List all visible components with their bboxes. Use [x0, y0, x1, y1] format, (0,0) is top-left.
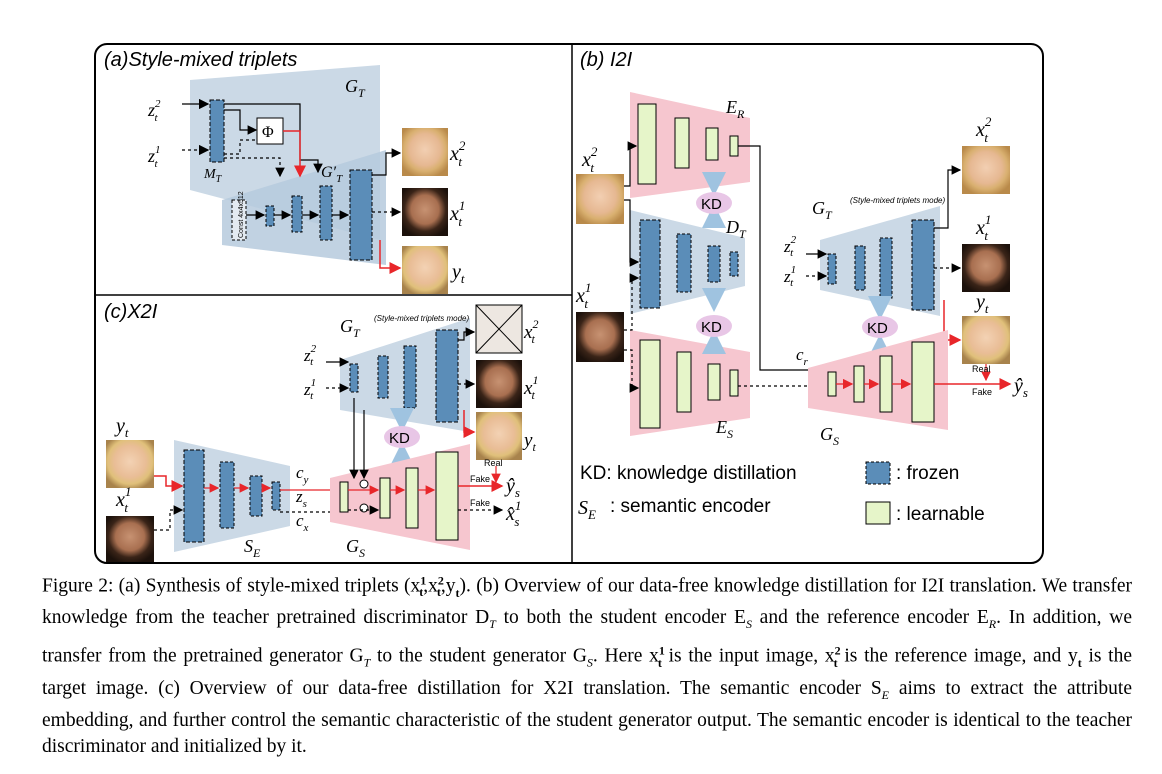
- x2-label-b2: x2 t: [975, 114, 992, 145]
- er-label: ER: [725, 97, 745, 121]
- figure-diagram: (a)Style-mixed triplets (b) I2I (c)X2I G…: [94, 43, 1044, 564]
- style-mixed-note-c: (Style-mixed triplets mode): [374, 314, 469, 323]
- mt-label: MT: [203, 167, 223, 185]
- x1-face-image-c: [476, 360, 522, 408]
- legend-se-text: : semantic encoder: [610, 496, 771, 517]
- x2-face-image-b: [576, 174, 624, 224]
- x2-label-b: x2 t: [581, 144, 598, 175]
- kd-bubble-c: [384, 426, 420, 448]
- legend-frozen-swatch: [865, 461, 891, 485]
- x1-face-image-b: [576, 312, 624, 362]
- ys-hat-label-b: ŷs: [1012, 375, 1028, 400]
- reference-encoder-bg: [630, 92, 750, 198]
- x2-face-image-a: [402, 128, 448, 176]
- legend-kd-text: KD: knowledge distillation: [580, 463, 797, 484]
- se-block-1: [183, 449, 205, 543]
- yt-face-image-a: [402, 246, 448, 294]
- panel-c: GT (Style-mixed triplets mode) z2 t z1 t x…: [106, 304, 538, 562]
- const-block: [231, 199, 247, 241]
- real-label-c: Real: [484, 458, 503, 468]
- yt-label-c: yt: [522, 430, 536, 454]
- legend-frozen-text: : frozen: [896, 463, 959, 484]
- const-label: Const 4x4x512: [238, 191, 245, 238]
- z2-label-b: z2 t: [783, 234, 797, 259]
- x1-label-a: x1 t: [449, 198, 465, 229]
- x1-label-b2: x1 t: [975, 212, 991, 243]
- mapping-network-block: [209, 99, 225, 163]
- dt-label: DT: [725, 217, 747, 241]
- gs-label-c: GS: [346, 536, 365, 560]
- es-block-1: [639, 339, 661, 429]
- fake-label-b: Fake: [972, 387, 992, 397]
- x1-label-c-input: x1 t: [115, 484, 131, 515]
- z1-label-c: z1 t: [303, 377, 316, 402]
- cr-label: cr: [796, 345, 809, 368]
- yt-label-a: yt: [450, 261, 465, 286]
- gs-output-block-c: [435, 451, 459, 541]
- panel-a: GT G′T z2 t z1 t MT Φ Const 4x4x512 x2 t x1…: [147, 65, 466, 294]
- x1-label-b: x1 t: [575, 280, 591, 311]
- kd-text-er: KD: [701, 196, 722, 213]
- panel-c-title: (c)X2I: [104, 301, 158, 323]
- panel-b-title: (b) I2I: [580, 49, 633, 71]
- z1-label-a: z1 t: [147, 144, 161, 170]
- x1-label-c: x1 t: [523, 373, 538, 402]
- phi-label: Φ: [262, 124, 274, 141]
- x2-label-a: x2 t: [449, 138, 466, 169]
- legend-se-label: SE: [578, 497, 596, 522]
- x1-face-image-b2: [962, 244, 1010, 292]
- yt-label-c-input: yt: [114, 415, 129, 440]
- real-label-b: Real: [972, 364, 991, 374]
- x1-face-image-a: [402, 188, 448, 236]
- z2-label-c: z2 t: [303, 343, 317, 368]
- ys-hat-label-c: ŷs: [504, 475, 520, 500]
- gs-label-b: GS: [820, 424, 839, 448]
- x2-face-image-b2: [962, 146, 1010, 194]
- gt-output-block-b: [911, 219, 935, 311]
- gt-prime-label: G′T: [321, 164, 343, 185]
- kd-bubble-es: [696, 315, 732, 337]
- zs-label: zs: [295, 487, 307, 510]
- x2-label-c: x2 t: [523, 317, 538, 346]
- gt-label-b: GT: [812, 198, 833, 222]
- x1-face-image-c-input: [106, 516, 154, 562]
- gt-output-block-c: [435, 329, 459, 423]
- kd-text-es: KD: [701, 319, 722, 336]
- fake-label-c1: Fake: [470, 474, 490, 484]
- yt-face-image-b: [962, 316, 1010, 364]
- phi-block: [256, 117, 284, 145]
- legend-learnable-text: : learnable: [896, 504, 985, 525]
- figure-caption: Figure 2: (a) Synthesis of style-mixed t…: [42, 573, 1133, 757]
- figure-frame: [94, 43, 1044, 564]
- kd-bubble-er: [696, 192, 732, 214]
- synthesis-network-bg: [222, 150, 386, 265]
- gt-label-c: GT: [340, 316, 361, 340]
- style-mixed-note-b: (Style-mixed triplets mode): [850, 196, 945, 205]
- gt-label: GT: [345, 76, 366, 100]
- dt-block-1: [639, 219, 661, 309]
- cy-label: cy: [296, 463, 309, 486]
- yt-label-b: yt: [974, 291, 989, 316]
- kd-text-c: KD: [389, 430, 410, 447]
- panel-b: ER DT ES KD KD x2 t x1 t cr: [575, 92, 1028, 525]
- kd-text-gs: KD: [867, 320, 888, 337]
- cx-label: cx: [296, 511, 309, 534]
- teacher-output-block: [349, 169, 373, 261]
- z1-label-b: z1 t: [783, 264, 796, 289]
- gs-output-block-b: [911, 341, 935, 423]
- kd-bubble-gs: [862, 316, 898, 338]
- legend-learnable-swatch: [865, 501, 891, 525]
- fake-label-c2: Fake: [470, 498, 490, 508]
- se-label: SE: [244, 536, 261, 560]
- es-label: ES: [715, 417, 733, 441]
- xs-hat-label-c: x̂1 s: [505, 498, 521, 529]
- yt-face-image-c: [476, 412, 522, 460]
- er-block-1: [637, 103, 657, 185]
- yt-face-image-c-input: [106, 440, 154, 488]
- z2-label-a: z2 t: [147, 98, 161, 124]
- panel-a-title: (a)Style-mixed triplets: [104, 49, 297, 71]
